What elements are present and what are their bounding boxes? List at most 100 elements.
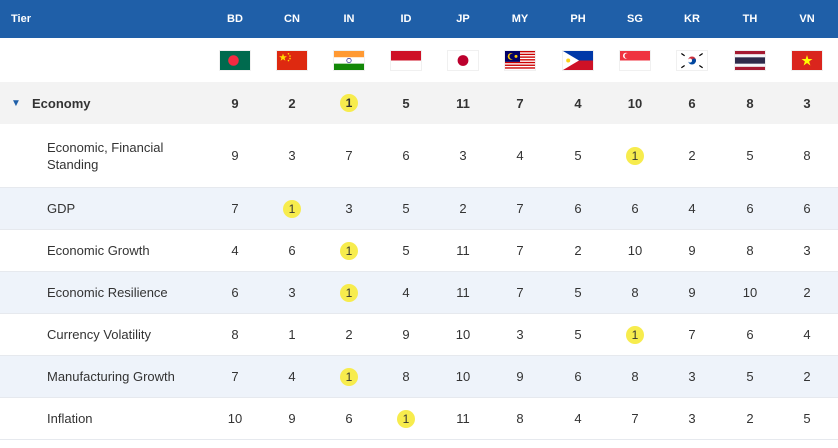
rank-cell: 11 [435, 82, 491, 124]
rank-one-badge: 1 [626, 325, 644, 344]
rank-cell: 5 [378, 188, 434, 229]
flag-cell [264, 38, 320, 82]
japan-flag-icon [448, 50, 478, 70]
rank-value: 11 [456, 411, 470, 426]
rank-cell: 5 [722, 124, 778, 187]
rank-value: 9 [688, 243, 696, 258]
rank-one-badge: 1 [340, 283, 358, 302]
tier-column-header[interactable]: Tier [11, 13, 31, 25]
rank-cell: 10 [435, 314, 491, 355]
rank-cell: 6 [378, 124, 434, 187]
rank-one-badge: 1 [340, 241, 358, 260]
rank-cell: 4 [550, 398, 606, 439]
table-row[interactable]: Inflation 10 9 6 1 11 8 4 7 3 2 5 [0, 398, 838, 440]
rank-cell: 8 [722, 230, 778, 271]
rank-cell: 2 [779, 356, 835, 397]
table-row[interactable]: GDP 7 1 3 5 2 7 6 6 4 6 6 [0, 188, 838, 230]
collapse-triangle-icon[interactable]: ▼ [11, 97, 21, 109]
column-header-bd[interactable]: BD [227, 13, 243, 25]
flag-cell [550, 38, 606, 82]
rank-cell: 4 [664, 188, 720, 229]
rank-cell: 10 [607, 82, 663, 124]
rank-value: 9 [516, 369, 524, 384]
flag-cell [607, 38, 663, 82]
rank-value: 9 [688, 285, 696, 300]
rank-cell: 7 [492, 82, 548, 124]
rank-cell: 2 [779, 272, 835, 313]
column-header-id[interactable]: ID [400, 13, 412, 25]
rank-value: 10 [455, 327, 471, 342]
rank-one-badge: 1 [340, 367, 358, 386]
rank-value: 7 [516, 201, 524, 216]
rank-value: 5 [402, 243, 410, 258]
table-header: Tier BD CN IN ID JP MY PH SG KR TH VN [0, 0, 838, 38]
rank-value: 6 [688, 95, 696, 111]
column-header-ph[interactable]: PH [570, 13, 586, 25]
rank-cell: 4 [550, 82, 606, 124]
china-flag-icon [277, 50, 307, 70]
rank-cell: 6 [722, 188, 778, 229]
rank-value: 7 [516, 243, 524, 258]
rank-cell: 10 [607, 230, 663, 271]
rank-cell: 1 [264, 314, 320, 355]
rank-value: 6 [288, 243, 296, 258]
rank-value: 7 [231, 369, 239, 384]
rank-value: 7 [516, 95, 524, 111]
column-header-sg[interactable]: SG [627, 13, 643, 25]
rank-value: 4 [516, 148, 524, 163]
philippines-flag-icon [563, 50, 593, 70]
table-row[interactable]: Manufacturing Growth 7 4 1 8 10 9 6 8 3 … [0, 356, 838, 398]
flag-cell [779, 38, 835, 82]
rank-value: 2 [459, 201, 467, 216]
column-header-cn[interactable]: CN [284, 13, 300, 25]
rank-cell: 3 [664, 356, 720, 397]
rank-cell: 9 [492, 356, 548, 397]
rank-value: 5 [574, 327, 582, 342]
group-row-economy[interactable]: ▼ Economy 9 2 1 5 11 7 4 10 6 8 3 [0, 82, 838, 124]
table-row[interactable]: Economic, Financial Standing 9 3 7 6 3 4… [0, 124, 838, 188]
rank-value: 8 [631, 285, 639, 300]
column-header-jp[interactable]: JP [456, 13, 470, 25]
rank-cell: 7 [207, 356, 263, 397]
rank-value: 10 [455, 369, 471, 384]
table-row[interactable]: Currency Volatility 8 1 2 9 10 3 5 1 7 6… [0, 314, 838, 356]
rank-cell: 9 [664, 272, 720, 313]
rank-value: 6 [746, 327, 754, 342]
rank-cell: 3 [664, 398, 720, 439]
rank-one-badge: 1 [397, 409, 415, 428]
rank-cell: 6 [550, 188, 606, 229]
rank-value: 7 [516, 285, 524, 300]
column-header-my[interactable]: MY [511, 13, 529, 25]
column-header-kr[interactable]: KR [684, 13, 700, 25]
rank-value: 4 [574, 411, 582, 426]
rank-value: 9 [231, 95, 239, 111]
rank-cell: 6 [264, 230, 320, 271]
rank-value: 7 [631, 411, 639, 426]
table-row[interactable]: Economic Resilience 6 3 1 4 11 7 5 8 9 1… [0, 272, 838, 314]
rank-cell: 9 [264, 398, 320, 439]
row-label: Currency Volatility [47, 327, 152, 342]
rank-value: 6 [574, 369, 582, 384]
rank-value: 11 [456, 95, 470, 111]
rank-value: 6 [746, 201, 754, 216]
rank-value: 6 [631, 201, 639, 216]
column-header-th[interactable]: TH [742, 13, 758, 25]
rank-value: 2 [288, 95, 296, 111]
table-row[interactable]: Economic Growth 4 6 1 5 11 7 2 10 9 8 3 [0, 230, 838, 272]
rank-cell: 2 [664, 124, 720, 187]
rank-cell: 10 [435, 356, 491, 397]
flag-cell [207, 38, 263, 82]
malaysia-flag-icon [505, 50, 535, 70]
row-label: Inflation [47, 411, 93, 426]
rank-value: 8 [402, 369, 410, 384]
rank-cell: 7 [664, 314, 720, 355]
rank-value: 3 [345, 201, 353, 216]
rank-cell: 11 [435, 230, 491, 271]
rank-value: 5 [402, 201, 410, 216]
rank-cell: 7 [607, 398, 663, 439]
rank-cell: 1 [321, 230, 377, 271]
column-header-in[interactable]: IN [343, 13, 355, 25]
india-flag-icon [334, 50, 364, 70]
column-header-vn[interactable]: VN [799, 13, 815, 25]
rank-cell: 9 [207, 82, 263, 124]
